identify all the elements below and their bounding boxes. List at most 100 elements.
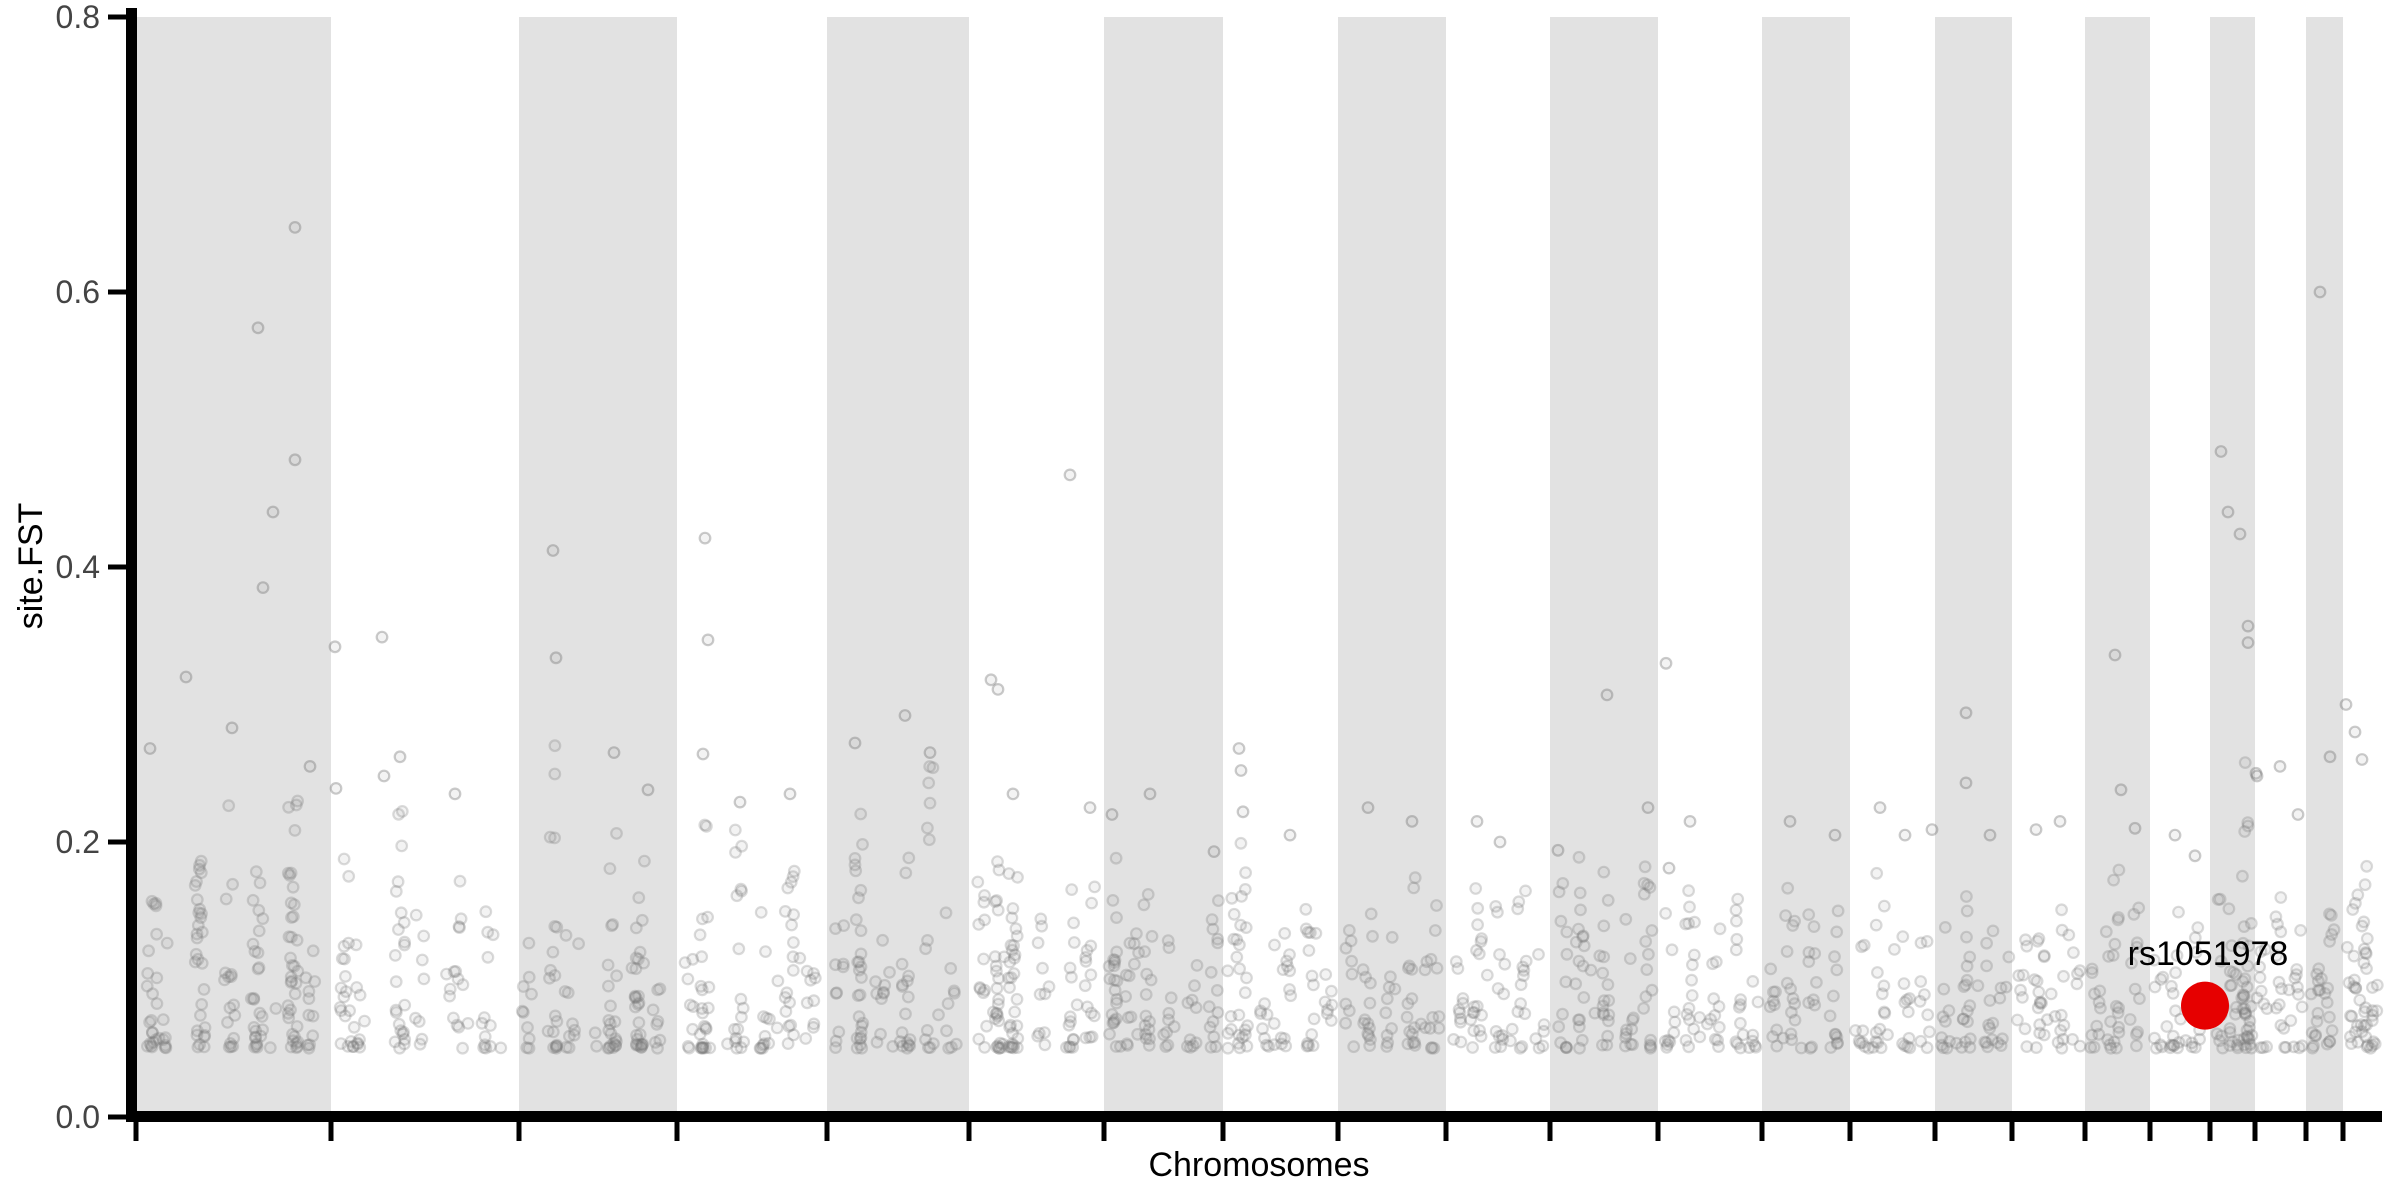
- data-point: [2238, 825, 2252, 838]
- data-point: [2093, 1001, 2107, 1015]
- data-point: [224, 968, 238, 981]
- data-point: [283, 868, 297, 882]
- data-point: [1995, 1032, 2009, 1046]
- data-point: [2370, 978, 2384, 992]
- data-point: [728, 1022, 741, 1036]
- data-point: [1449, 955, 1463, 969]
- outlier-point: [2339, 698, 2353, 711]
- data-point: [829, 958, 842, 972]
- data-point: [188, 879, 202, 892]
- data-point: [195, 907, 208, 920]
- data-point: [1274, 1031, 1288, 1045]
- data-point: [149, 899, 163, 913]
- data-point: [222, 1040, 236, 1054]
- data-point: [978, 889, 991, 902]
- data-point: [1637, 876, 1651, 890]
- data-point: [2355, 1025, 2369, 1038]
- data-point: [630, 1038, 643, 1052]
- data-point: [1035, 919, 1049, 933]
- data-point: [1873, 1022, 1887, 1036]
- data-point: [1729, 903, 1743, 917]
- data-point: [2253, 960, 2267, 974]
- data-point: [902, 851, 916, 865]
- data-point: [1496, 1032, 1510, 1046]
- data-point: [855, 971, 868, 984]
- data-point: [757, 1037, 771, 1051]
- data-point: [989, 1012, 1002, 1025]
- data-point: [1138, 1019, 1152, 1032]
- data-point: [944, 962, 958, 975]
- data-point: [223, 1037, 237, 1050]
- data-point: [696, 1006, 709, 1020]
- data-point: [1936, 1010, 1950, 1024]
- data-point: [1556, 1007, 1569, 1021]
- data-point: [2238, 1002, 2251, 1016]
- data-point: [850, 1041, 864, 1055]
- data-point: [1008, 1005, 1022, 1019]
- outlier-point: [2029, 823, 2043, 836]
- data-point: [282, 930, 296, 944]
- data-point: [1385, 930, 1399, 944]
- data-point: [1108, 953, 1122, 967]
- data-point: [1637, 1002, 1650, 1015]
- data-point: [392, 807, 406, 821]
- data-point: [248, 945, 262, 958]
- chromosome-band-19: [2210, 17, 2255, 1117]
- data-point: [1554, 914, 1568, 928]
- data-point: [1802, 996, 1816, 1010]
- data-point: [1784, 982, 1797, 996]
- data-point: [396, 1027, 410, 1041]
- data-point: [195, 925, 209, 939]
- data-point: [1406, 1036, 1420, 1049]
- data-point: [2318, 987, 2332, 1000]
- outlier-point: [733, 795, 747, 809]
- data-point: [1470, 944, 1483, 957]
- data-point: [247, 992, 261, 1006]
- data-point: [1668, 1015, 1682, 1029]
- data-point: [1139, 1009, 1153, 1023]
- data-point: [1324, 984, 1338, 998]
- data-point: [1221, 964, 1235, 978]
- data-point: [249, 865, 263, 879]
- data-point: [1866, 1040, 1880, 1054]
- data-point: [1569, 977, 1583, 991]
- data-point: [1408, 871, 1422, 885]
- data-point: [395, 839, 409, 853]
- data-point: [603, 1017, 617, 1031]
- data-point: [736, 1001, 750, 1015]
- data-point: [695, 950, 709, 964]
- data-point: [144, 1039, 158, 1053]
- data-point: [2322, 1010, 2336, 1024]
- data-point: [2030, 974, 2044, 988]
- data-point: [1914, 1034, 1928, 1048]
- data-point: [1142, 1023, 1156, 1036]
- data-point: [682, 1041, 696, 1055]
- data-point: [2037, 949, 2051, 963]
- data-point: [610, 1034, 623, 1048]
- data-point: [197, 983, 211, 996]
- data-point: [1830, 1037, 1844, 1050]
- data-point: [302, 1008, 316, 1022]
- data-point: [335, 952, 349, 965]
- data-point: [1007, 967, 1021, 980]
- data-point: [454, 912, 468, 926]
- data-point: [1596, 1006, 1610, 1020]
- data-point: [1342, 924, 1356, 937]
- data-point: [2242, 1032, 2256, 1046]
- data-point: [729, 1031, 743, 1045]
- data-point: [284, 976, 298, 989]
- data-point: [734, 882, 748, 896]
- data-point: [253, 876, 267, 890]
- data-point: [1680, 1008, 1694, 1021]
- data-point: [1875, 987, 1889, 1001]
- data-point: [2213, 892, 2227, 906]
- data-point: [2111, 1006, 2125, 1020]
- data-point: [1658, 1034, 1672, 1048]
- data-point: [921, 934, 934, 947]
- data-point: [550, 1039, 563, 1053]
- data-point: [2238, 1006, 2252, 1020]
- data-point: [1258, 1031, 1271, 1045]
- data-point: [290, 1037, 303, 1050]
- data-point: [394, 906, 408, 920]
